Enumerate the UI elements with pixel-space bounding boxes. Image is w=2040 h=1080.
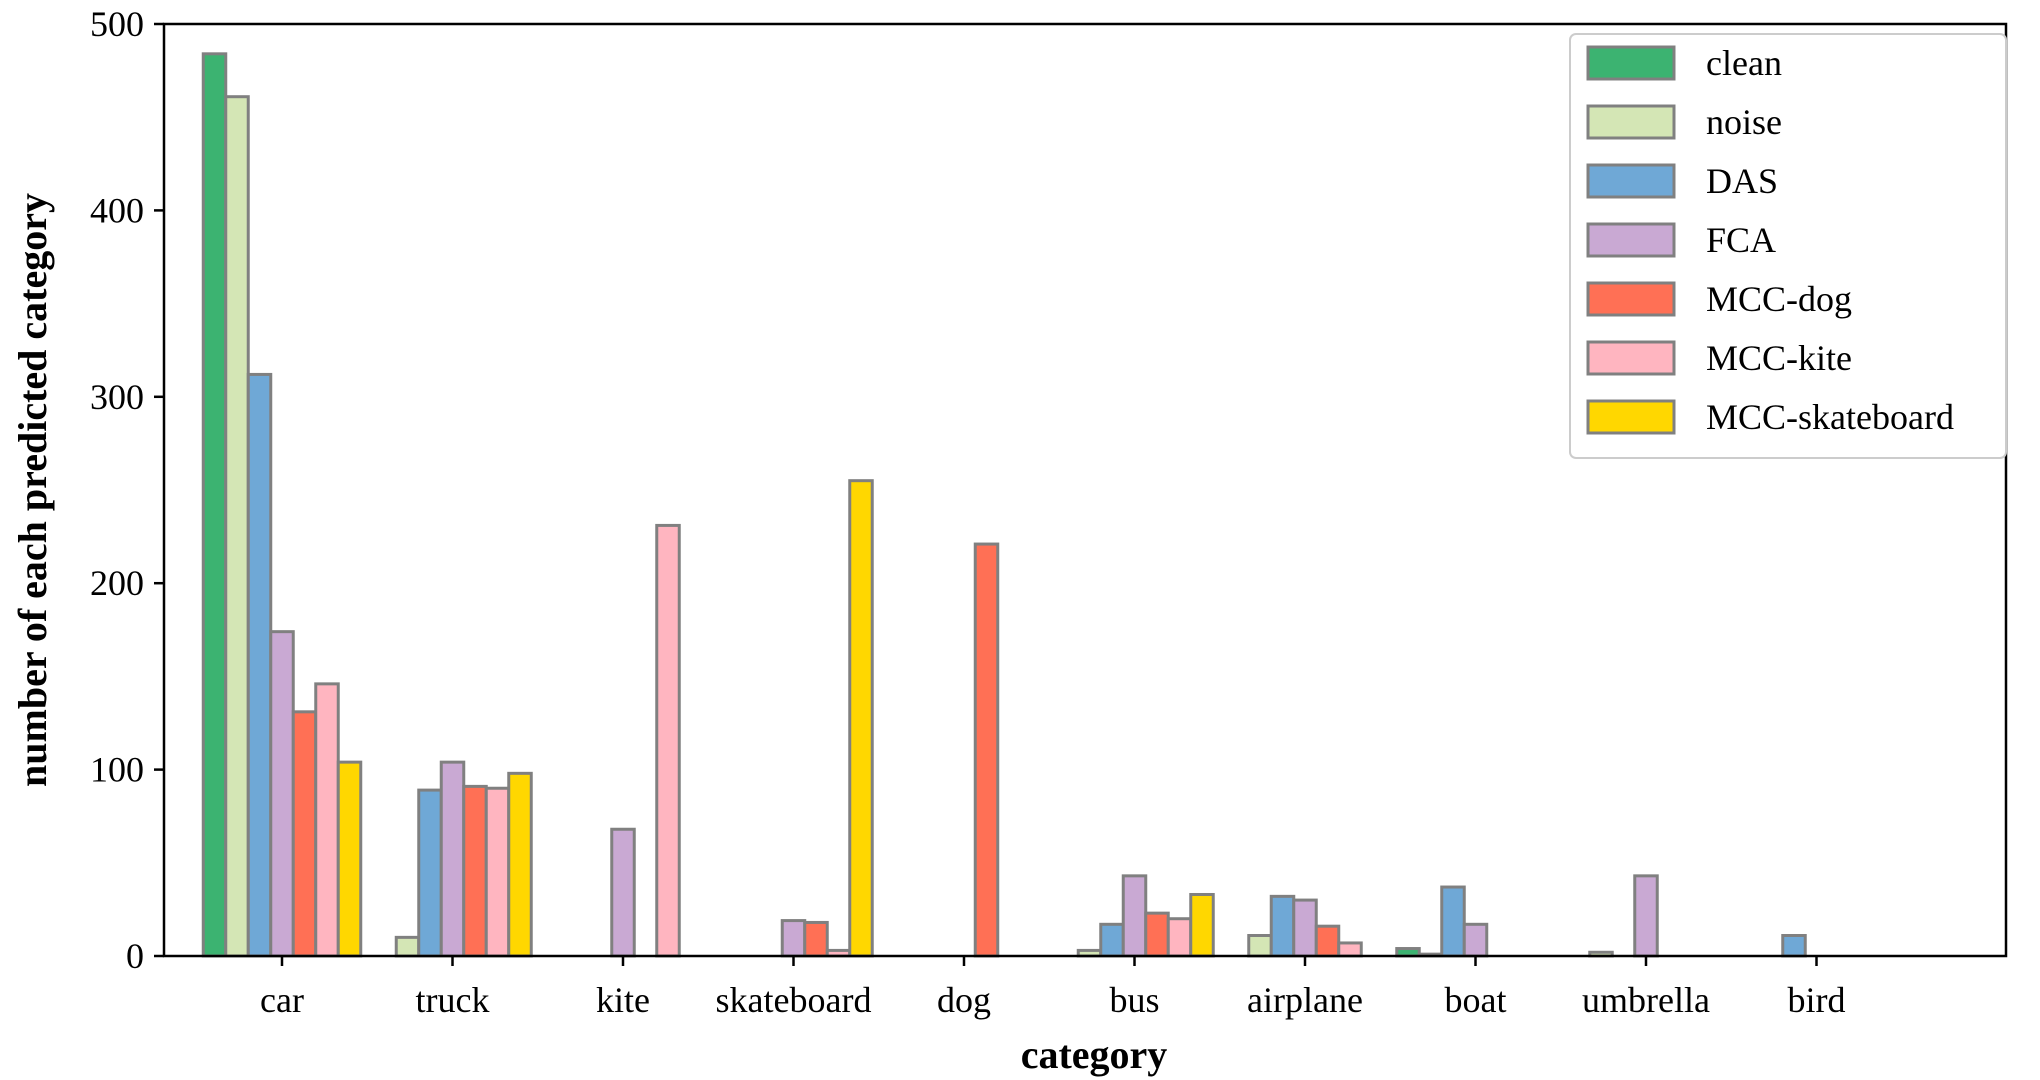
bar-MCC-dog-dog — [973, 542, 1000, 958]
x-tick-label: bird — [1788, 980, 1846, 1020]
x-tick-label: car — [260, 980, 304, 1020]
bar-MCC-skateboard-truck — [507, 771, 533, 958]
bar-FCA-boat — [1462, 922, 1489, 958]
y-axis: 0 100 200 300 400 500 — [90, 4, 164, 976]
legend-label-FCA: FCA — [1706, 220, 1776, 260]
legend-swatch-MCC-dog — [1586, 281, 1676, 317]
bars-layer — [201, 52, 1807, 958]
x-tick-label: dog — [937, 980, 991, 1020]
legend-label-noise: noise — [1706, 102, 1782, 142]
bar-MCC-dog-skateboard — [803, 920, 829, 958]
bar-FCA-umbrella — [1633, 874, 1659, 958]
legend-swatch-MCC-kite — [1586, 340, 1676, 376]
bar-DAS-bird — [1781, 934, 1807, 958]
x-axis-title: category — [1021, 1032, 1168, 1077]
bar-noise-truck — [394, 935, 421, 958]
bar-MCC-skateboard-skateboard — [848, 479, 874, 958]
y-tick-label: 400 — [90, 190, 144, 230]
y-tick-label: 0 — [126, 936, 144, 976]
legend-swatch-MCC-skateboard — [1586, 399, 1676, 435]
x-tick-label: kite — [596, 980, 650, 1020]
legend-label-clean: clean — [1706, 43, 1782, 83]
legend-swatch-noise — [1586, 104, 1676, 140]
y-tick-label: 100 — [90, 750, 144, 790]
bar-MCC-kite-bus — [1166, 917, 1193, 958]
legend-label-MCC-dog: MCC-dog — [1706, 279, 1852, 319]
bar-MCC-kite-kite — [655, 523, 681, 958]
legend-swatch-clean — [1586, 45, 1676, 81]
legend-label-MCC-skateboard: MCC-skateboard — [1706, 397, 1954, 437]
bar-DAS-truck — [417, 788, 443, 958]
bar-noise-airplane — [1247, 934, 1273, 958]
bar-FCA-bus — [1121, 874, 1148, 958]
x-tick-label: truck — [416, 980, 490, 1020]
bar-DAS-boat — [1440, 885, 1466, 958]
bar-MCC-dog-car — [291, 710, 318, 958]
bar-MCC-kite-truck — [484, 786, 511, 958]
bar-FCA-car — [269, 630, 295, 958]
x-tick-label: skateboard — [716, 980, 872, 1020]
bar-FCA-skateboard — [780, 919, 807, 958]
bar-DAS-airplane — [1269, 894, 1296, 958]
y-tick-label: 300 — [90, 377, 144, 417]
x-axis: car truck kite skateboard dog bus airplane boat… — [260, 956, 1846, 1020]
bar-MCC-skateboard-bus — [1189, 892, 1215, 958]
bar-FCA-airplane — [1292, 898, 1318, 958]
y-axis-title: number of each predicted category — [10, 193, 55, 787]
bar-MCC-kite-car — [314, 682, 340, 958]
bar-FCA-kite — [610, 827, 636, 958]
legend-label-MCC-kite: MCC-kite — [1706, 338, 1852, 378]
x-tick-label: umbrella — [1582, 980, 1710, 1020]
bar-MCC-dog-bus — [1144, 911, 1170, 958]
bar-noise-car — [224, 95, 250, 958]
bar-MCC-dog-truck — [462, 784, 488, 958]
bar-DAS-bus — [1099, 922, 1125, 958]
y-tick-label: 200 — [90, 563, 144, 603]
bar-FCA-truck — [439, 760, 466, 958]
bar-clean-car — [201, 52, 228, 958]
bar-MCC-kite-airplane — [1337, 941, 1363, 958]
x-tick-label: airplane — [1247, 980, 1363, 1020]
bar-MCC-dog-airplane — [1314, 924, 1341, 958]
x-tick-label: boat — [1445, 980, 1507, 1020]
legend-label-DAS: DAS — [1706, 161, 1778, 201]
legend-swatch-FCA — [1586, 222, 1676, 258]
bar-DAS-car — [246, 372, 273, 958]
legend: clean noise DAS FCA MCC-dog MCC-kite MCC-skate… — [1569, 33, 2007, 459]
y-tick-label: 500 — [90, 4, 144, 44]
plot-area-frame — [162, 22, 2008, 958]
legend-box — [1569, 33, 2007, 459]
x-tick-label: bus — [1109, 980, 1159, 1020]
bar-MCC-skateboard-car — [336, 760, 363, 958]
legend-swatch-DAS — [1586, 163, 1676, 199]
